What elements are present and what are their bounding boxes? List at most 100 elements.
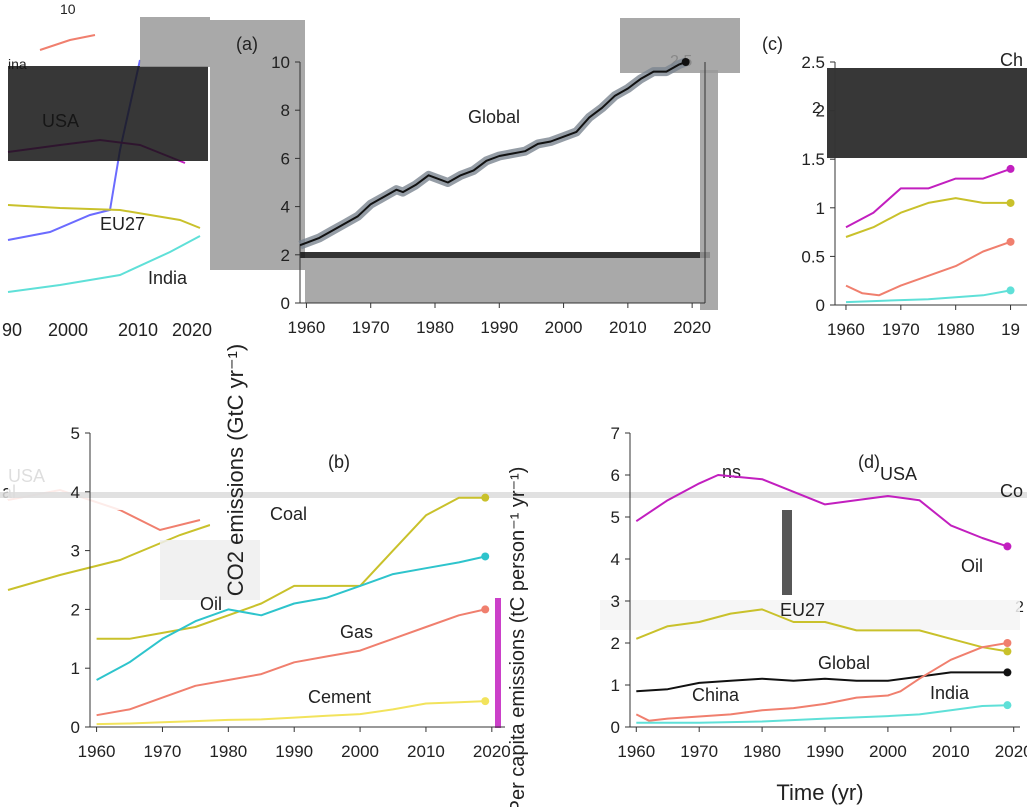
series-end-point — [1006, 237, 1015, 246]
x-tick-label: 1980 — [416, 318, 454, 337]
x-tick-label: 19 — [1001, 320, 1020, 339]
series-annotation: Global — [818, 653, 870, 673]
fragment-tick: 2020 — [172, 320, 212, 340]
series-end-point — [1006, 198, 1015, 207]
x-tick-label: 2000 — [341, 742, 379, 761]
series-annotation: Co — [1000, 481, 1023, 501]
series-line-coal — [96, 496, 486, 640]
series-line-eu27 — [635, 608, 1008, 653]
y-tick-label: 2.5 — [801, 53, 825, 72]
x-tick-label: 2010 — [932, 742, 970, 761]
panel-label: (a) — [236, 34, 258, 54]
y-tick-label: 5 — [71, 424, 80, 443]
fragment-line — [7, 235, 201, 293]
x-tick-label: 1980 — [743, 742, 781, 761]
series-annotation: EU27 — [780, 600, 825, 620]
glitch-bar — [495, 598, 501, 728]
y-tick-label: 6 — [281, 149, 290, 168]
x-tick-label: 1990 — [480, 318, 518, 337]
series-line-oil — [96, 555, 486, 681]
y-tick-label: 3 — [611, 592, 620, 611]
glitch-bar — [210, 430, 290, 550]
glitch-bar — [300, 252, 710, 258]
fragment-label: EU27 — [100, 214, 145, 234]
series-line-china — [845, 240, 1011, 297]
fragment-tick: 2 — [812, 100, 821, 117]
series-line-china — [635, 642, 1008, 722]
y-tick-label: 3 — [71, 542, 80, 561]
x-tick-label: 1980 — [209, 742, 247, 761]
glitch-bar — [160, 540, 260, 600]
series-end-point — [1003, 668, 1012, 677]
glitch-bar — [782, 510, 792, 595]
series-end-point — [1003, 647, 1012, 656]
series-annotation: India — [930, 683, 970, 703]
series-annotation: Gas — [340, 622, 373, 642]
series-annotation: Oil — [961, 556, 983, 576]
fragment-line — [7, 524, 211, 591]
y-tick-label: 2 — [281, 246, 290, 265]
fragment-label: 10 — [60, 1, 76, 17]
y-tick-label: 0 — [281, 294, 290, 313]
series-annotation: Ch — [1000, 50, 1023, 70]
y-tick-label: 4 — [71, 483, 80, 502]
x-tick-label: 1990 — [275, 742, 313, 761]
y-tick-label: 6 — [611, 466, 620, 485]
panel-c: 1960 1970 1980 19 0 0.5 1 1.5 2 2.5 (c) Ch — [762, 34, 1027, 339]
x-tick-label: 1960 — [827, 320, 865, 339]
y-tick-label: 4 — [611, 550, 620, 569]
y-axis-label-top: CO2 emissions (GtC yr⁻¹) — [223, 344, 248, 596]
y-tick-label: 7 — [611, 424, 620, 443]
x-tick-label: 2000 — [869, 742, 907, 761]
series-annotation: China — [692, 685, 740, 705]
series-end-point — [481, 493, 490, 502]
x-tick-label: 2020 — [473, 742, 511, 761]
glitch-bar — [305, 258, 700, 303]
fragment-tick: 2000 — [48, 320, 88, 340]
series-end-point — [1003, 639, 1012, 647]
series-annotation: Oil — [200, 594, 222, 614]
x-tick-label: 2010 — [407, 742, 445, 761]
y-tick-label: 0 — [816, 296, 825, 315]
series-line-cement — [96, 700, 486, 726]
fragment-tick: 90 — [2, 320, 22, 340]
series-line-eu27 — [845, 197, 1011, 238]
y-tick-label: 4 — [281, 198, 290, 217]
fragment-tick: 2010 — [118, 320, 158, 340]
y-tick-label: 0 — [71, 718, 80, 737]
x-tick-label: 1970 — [144, 742, 182, 761]
series-end-point — [1003, 542, 1012, 551]
y-tick-label: 2 — [816, 102, 825, 121]
series-line-gas — [96, 608, 486, 717]
series-line-global — [299, 61, 687, 247]
y-axis-label-bottom: Per capita emissions (tC person⁻¹ yr⁻¹) — [507, 467, 529, 807]
y-tick-label: 1 — [611, 676, 620, 695]
y-tick-label: 1 — [816, 199, 825, 218]
x-tick-label: 1990 — [806, 742, 844, 761]
glitch-bar — [0, 492, 1027, 498]
series-annotation: USA — [880, 464, 917, 484]
x-axis-label: Time (yr) — [776, 780, 863, 805]
series-line-usa — [845, 167, 1011, 229]
series-annotation: Global — [468, 107, 520, 127]
x-tick-label: 1960 — [288, 318, 326, 337]
series-end-point — [681, 58, 690, 66]
fragment-line — [39, 34, 96, 51]
glitch-bar — [827, 68, 1027, 158]
shared-labels: Time (yr) CO2 emissions (GtC yr⁻¹) Per c… — [223, 344, 864, 812]
series-end-point — [481, 552, 490, 561]
series-end-point — [1003, 701, 1012, 710]
y-tick-label: 5 — [611, 508, 620, 527]
y-tick-label: 2 — [71, 600, 80, 619]
series-line-india — [636, 704, 1008, 724]
series-line-usa — [635, 474, 1008, 548]
x-tick-label: 2010 — [609, 318, 647, 337]
panel-label: (d) — [858, 452, 880, 472]
glitch-bar — [8, 66, 208, 161]
x-tick-label: 1970 — [882, 320, 920, 339]
y-tick-label: 1.5 — [801, 150, 825, 169]
series-end-point — [481, 697, 490, 706]
series-end-point — [481, 605, 490, 614]
glitch-bar — [700, 70, 718, 310]
